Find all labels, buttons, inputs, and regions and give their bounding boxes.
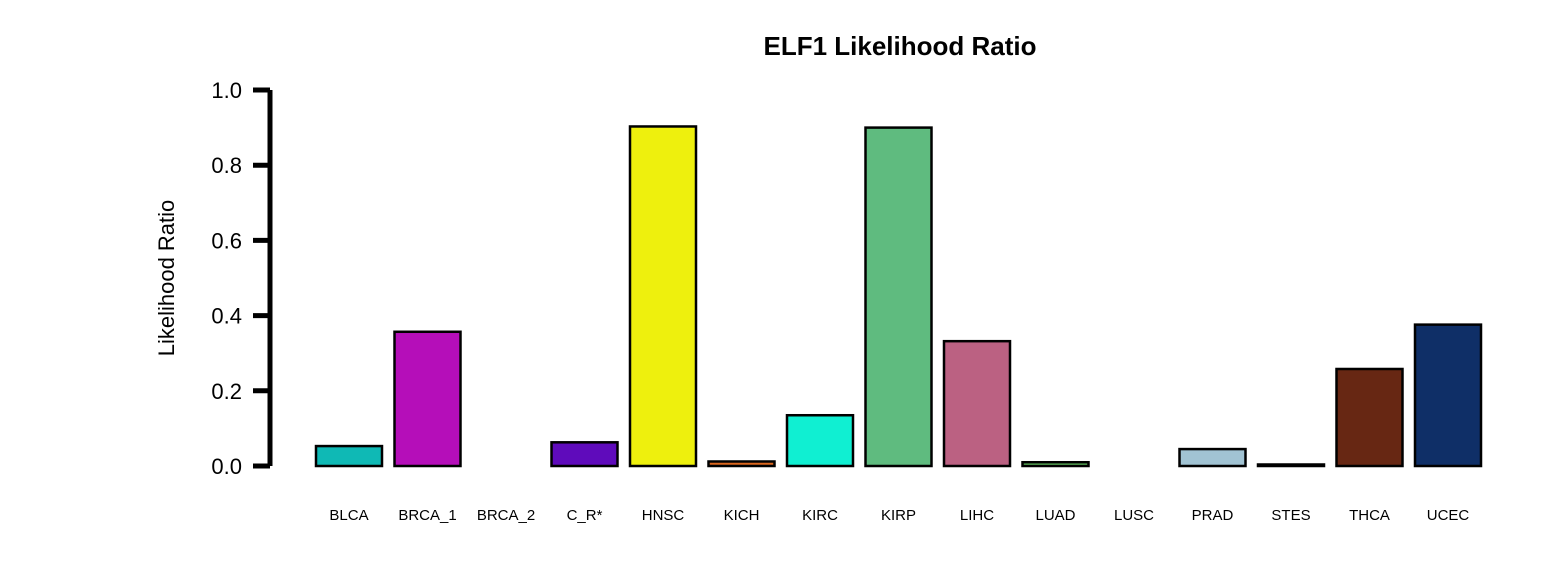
bar-brca-1 bbox=[393, 330, 462, 468]
x-tick-label: BRCA_2 bbox=[477, 507, 535, 524]
x-axis-labels: BLCA BRCA_1 BRCA_2 C_R* HNSC KICH KIRC KIRP LIHC… bbox=[329, 507, 1469, 524]
bar-kich bbox=[707, 460, 776, 468]
bar-prad bbox=[1178, 447, 1247, 468]
chart-title: ELF1 Likelihood Ratio bbox=[763, 31, 1036, 61]
y-tick-label: 0.0 bbox=[211, 454, 242, 479]
x-tick-label: STES bbox=[1271, 507, 1310, 524]
x-tick-label: BRCA_1 bbox=[398, 507, 456, 524]
bar-kirc bbox=[785, 413, 855, 468]
x-tick-label: LUAD bbox=[1035, 507, 1075, 524]
y-axis: 0.0 0.2 0.4 0.6 0.8 1.0 bbox=[211, 78, 273, 479]
bar-stes bbox=[1256, 463, 1326, 468]
x-tick-label: LIHC bbox=[960, 507, 994, 524]
y-tick-label: 0.8 bbox=[211, 153, 242, 178]
bar-ucec bbox=[1413, 323, 1483, 468]
x-tick-label: KIRP bbox=[881, 507, 916, 524]
x-tick-label: UCEC bbox=[1427, 507, 1470, 524]
bar-kirp bbox=[864, 126, 933, 468]
x-tick-label: LUSC bbox=[1114, 507, 1154, 524]
y-tick-label: 1.0 bbox=[211, 78, 242, 103]
bar-lihc bbox=[942, 339, 1012, 468]
bar-luad bbox=[1021, 460, 1090, 468]
y-tick-label: 0.2 bbox=[211, 379, 242, 404]
y-axis-label: Likelihood Ratio bbox=[154, 200, 179, 357]
x-tick-label: KIRC bbox=[802, 507, 838, 524]
bar-blca bbox=[314, 444, 384, 468]
x-tick-label: KICH bbox=[724, 507, 760, 524]
bar-thca bbox=[1335, 367, 1404, 468]
x-tick-label: THCA bbox=[1349, 507, 1390, 524]
bar-c-r bbox=[550, 441, 619, 468]
x-tick-label: HNSC bbox=[642, 507, 685, 524]
y-tick-label: 0.6 bbox=[211, 228, 242, 253]
x-tick-label: BLCA bbox=[329, 507, 368, 524]
bar-hnsc bbox=[628, 125, 698, 468]
x-tick-label: PRAD bbox=[1192, 507, 1234, 524]
bars bbox=[314, 125, 1483, 468]
y-tick-label: 0.4 bbox=[211, 304, 242, 329]
x-tick-label: C_R* bbox=[567, 507, 603, 524]
